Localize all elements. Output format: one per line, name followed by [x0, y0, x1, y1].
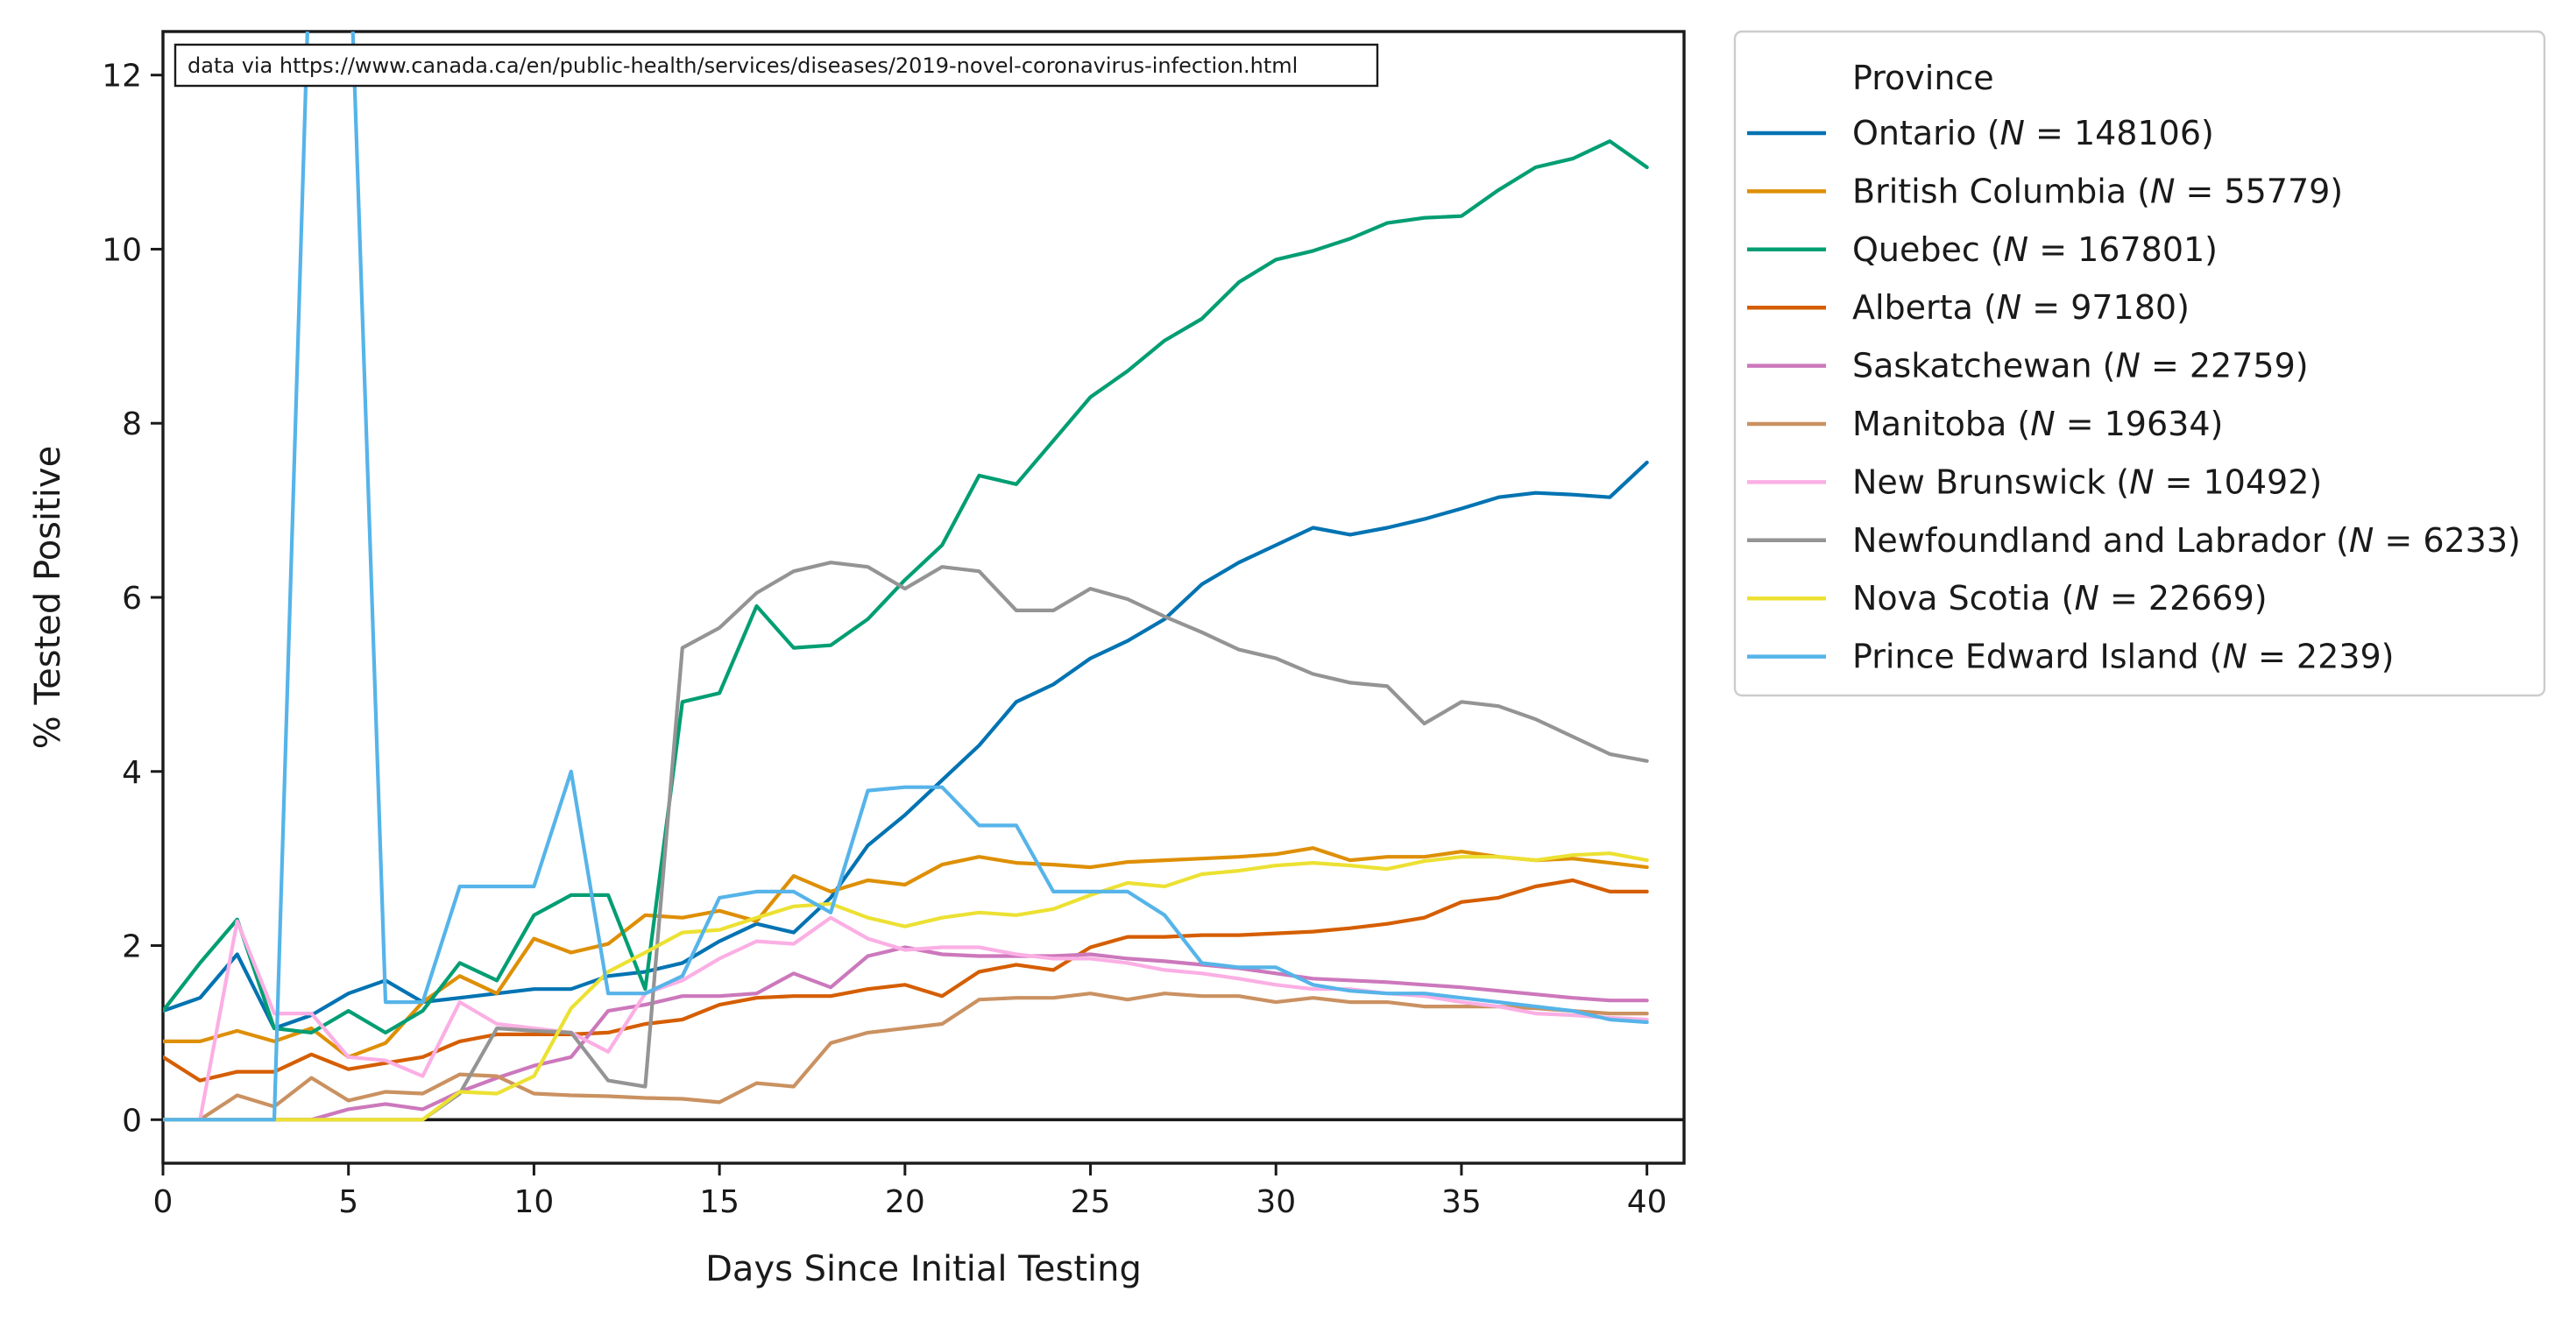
series-line-alberta — [163, 878, 1649, 1083]
legend-label: Newfoundland and Labrador (N = 6233) — [1852, 521, 2521, 560]
x-tick-label: 0 — [153, 1184, 173, 1220]
legend-label: New Brunswick (N = 10492) — [1852, 462, 2322, 501]
y-tick-label: 4 — [122, 755, 142, 791]
series-line-quebec — [163, 139, 1649, 1035]
y-tick-label: 0 — [122, 1103, 142, 1139]
series-line-manitoba — [163, 992, 1649, 1122]
y-tick-label: 10 — [102, 232, 142, 268]
annotation-text: data via https://www.canada.ca/en/public… — [188, 53, 1298, 78]
x-tick-label: 25 — [1071, 1184, 1111, 1220]
series-line-saskatchewan — [163, 945, 1649, 1122]
legend-frame — [1733, 30, 2546, 697]
legend-label: British Columbia (N = 55779) — [1852, 172, 2343, 210]
y-axis-ticks: 0 2 4 6 8 10 12 — [102, 59, 163, 1139]
y-tick-label: 8 — [122, 406, 142, 442]
series-line-prince-edward-island — [163, 32, 1649, 1122]
x-tick-label: 15 — [699, 1184, 740, 1220]
x-tick-label: 5 — [338, 1184, 358, 1220]
legend-label: Nova Scotia (N = 22669) — [1852, 579, 2268, 618]
x-tick-label: 35 — [1441, 1184, 1482, 1220]
legend-label: Manitoba (N = 19634) — [1852, 405, 2223, 443]
x-tick-label: 40 — [1627, 1184, 1667, 1220]
y-tick-label: 2 — [122, 929, 142, 965]
annotation-box — [173, 43, 1379, 88]
series-lines — [163, 32, 1649, 1122]
y-tick-label: 12 — [102, 59, 142, 95]
legend: Province Ontario (N = 148106) British Col… — [1733, 30, 2546, 697]
legend-label: Alberta (N = 97180) — [1852, 288, 2190, 327]
x-tick-label: 20 — [885, 1184, 925, 1220]
legend-label: Saskatchewan (N = 22759) — [1852, 347, 2309, 385]
x-axis-label: Days Since Initial Testing — [705, 1249, 1142, 1289]
x-tick-label: 30 — [1256, 1184, 1296, 1220]
legend-label: Ontario (N = 148106) — [1852, 114, 2214, 152]
series-line-nova-scotia — [163, 851, 1649, 1122]
y-axis-label: % Tested Positive — [28, 446, 68, 749]
legend-label: Quebec (N = 167801) — [1852, 230, 2218, 269]
series-line-ontario — [163, 460, 1649, 1031]
legend-title: Province — [1852, 59, 1994, 97]
y-tick-label: 6 — [122, 581, 142, 617]
legend-entries: Ontario (N = 148106) British Columbia (N … — [1747, 114, 2521, 676]
series-line-british-columbia — [163, 846, 1649, 1059]
x-axis-ticks: 0 5 10 15 20 25 30 35 40 — [153, 1163, 1667, 1220]
legend-label: Prince Edward Island (N = 2239) — [1852, 638, 2394, 676]
x-tick-label: 10 — [514, 1184, 555, 1220]
plot-area-frame — [161, 30, 1686, 1165]
